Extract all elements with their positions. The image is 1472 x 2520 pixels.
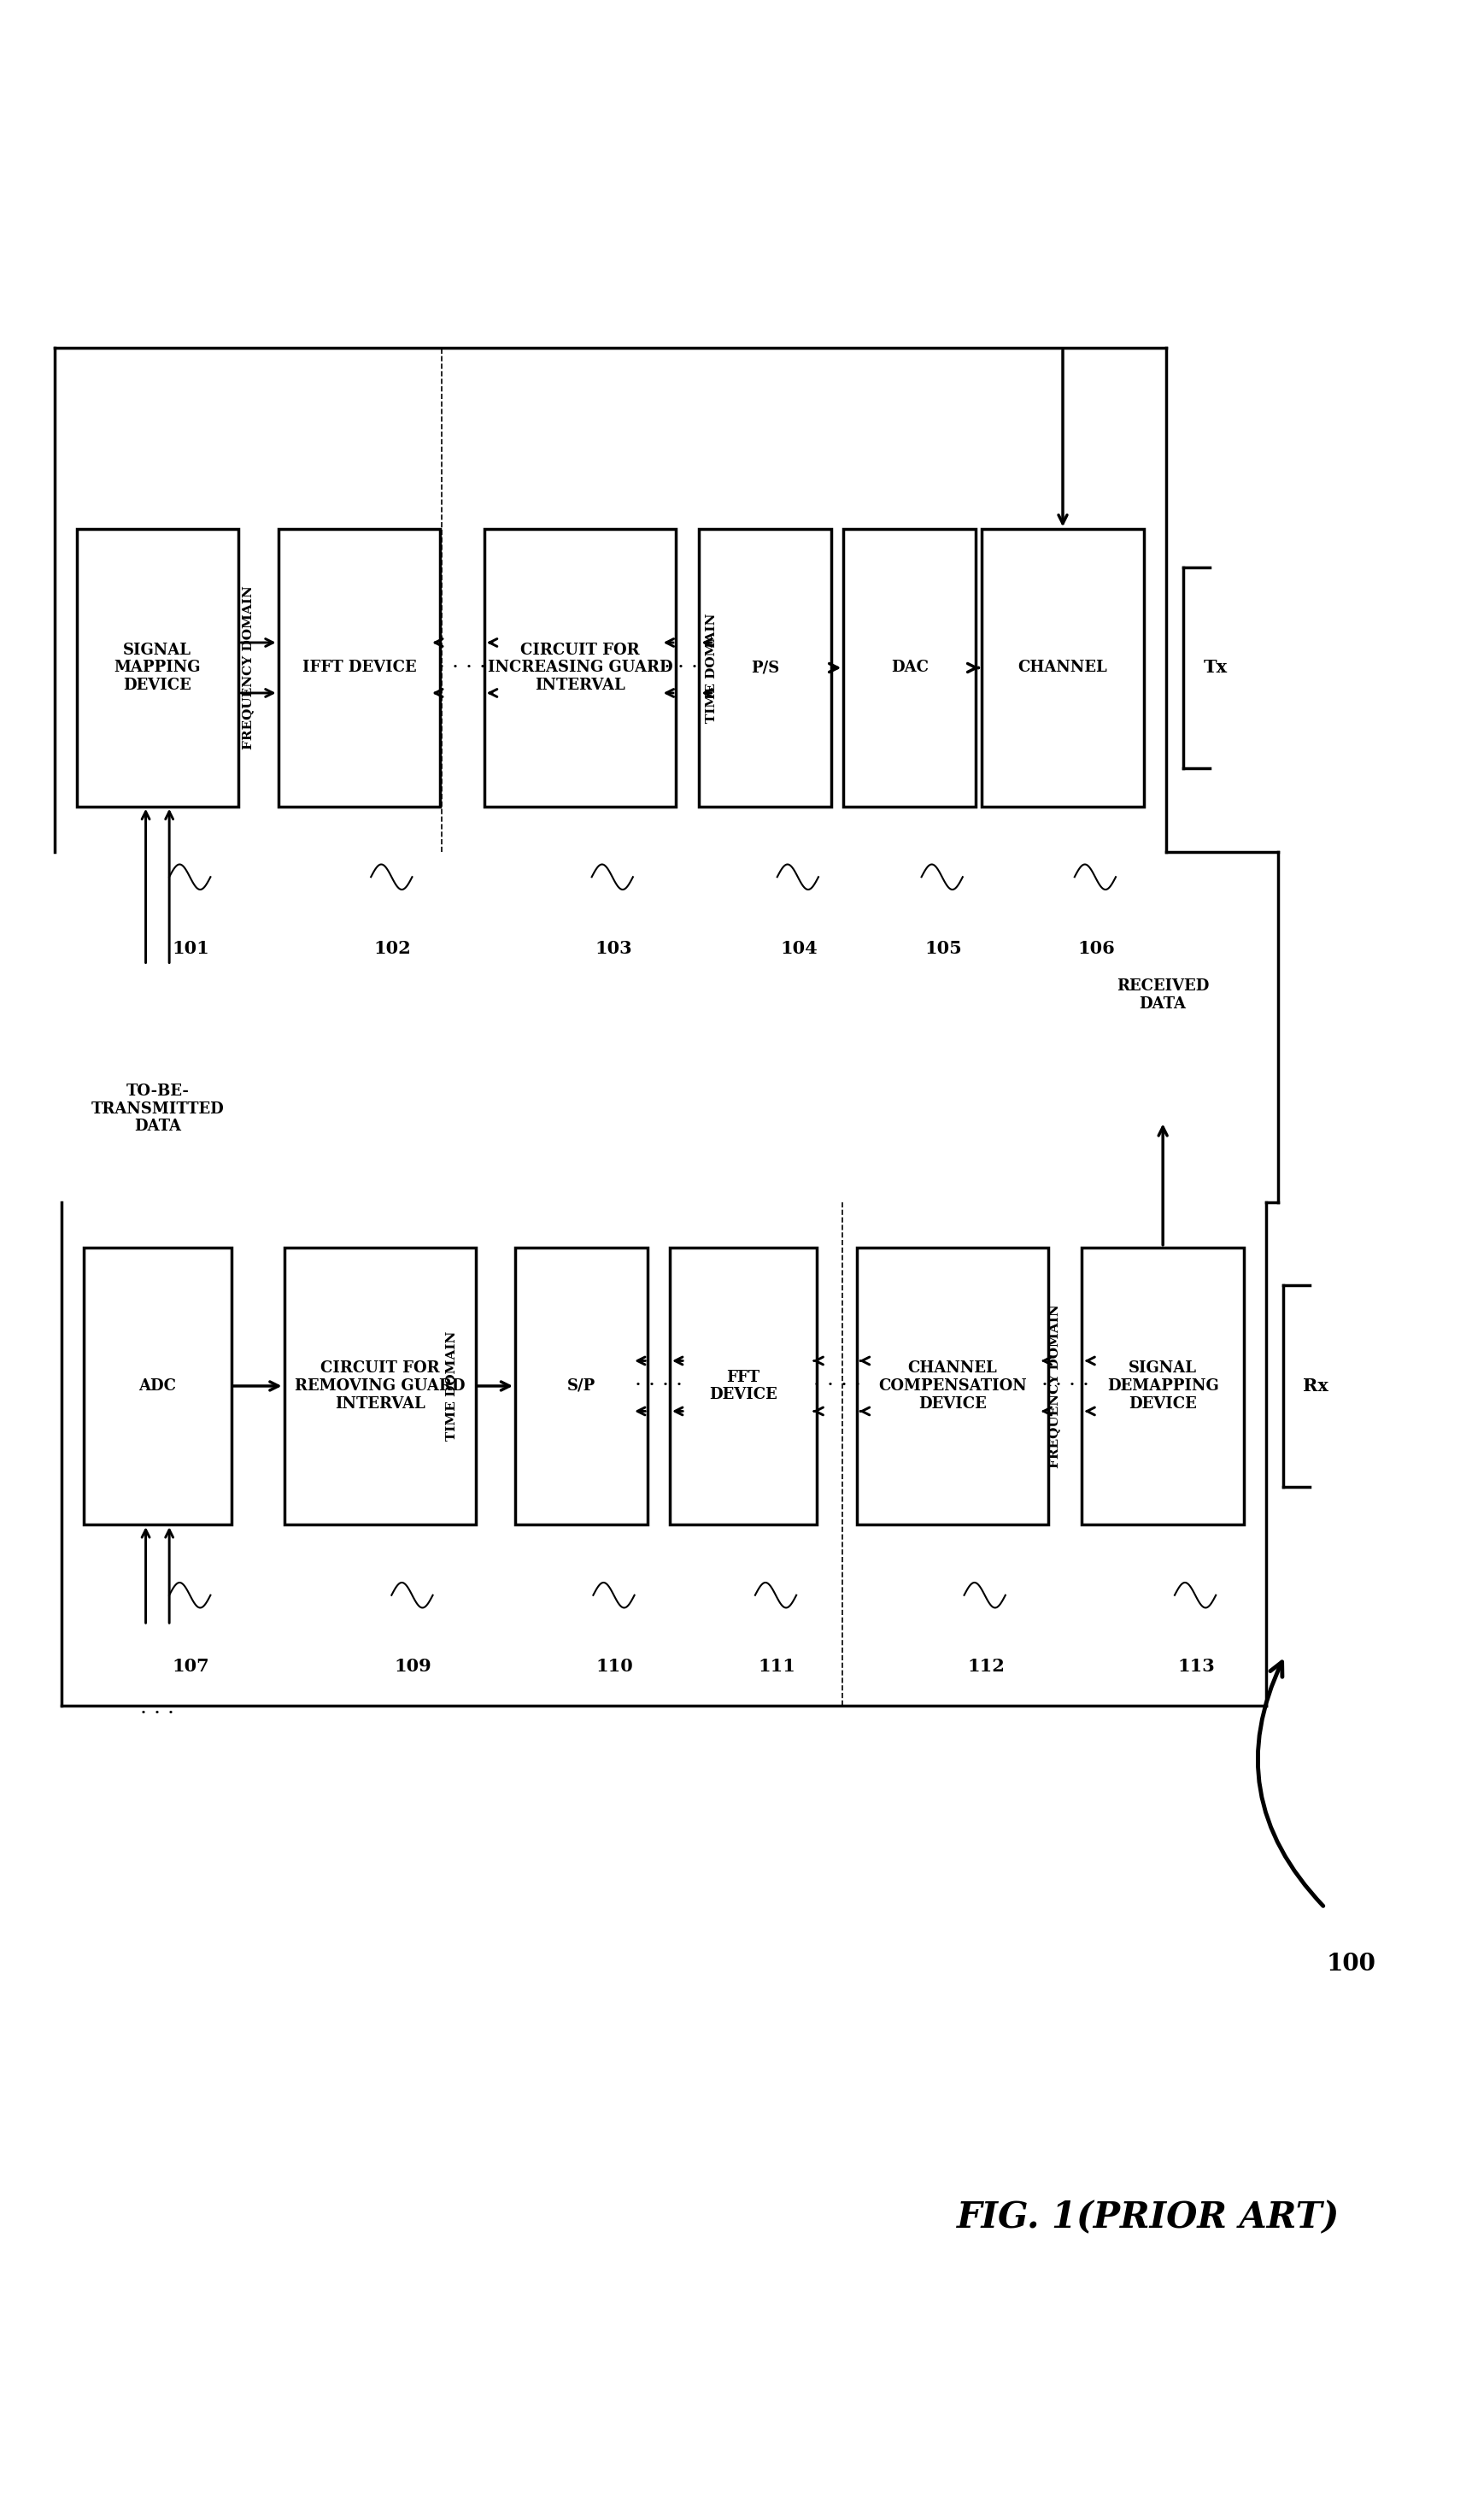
Bar bbox=[515, 1247, 648, 1525]
Text: DAC: DAC bbox=[891, 660, 929, 675]
Text: S/P: S/P bbox=[567, 1378, 596, 1394]
Text: IFFT DEVICE: IFFT DEVICE bbox=[302, 660, 417, 675]
Bar bbox=[670, 1247, 817, 1525]
Text: 107: 107 bbox=[172, 1658, 209, 1676]
Text: ADC: ADC bbox=[138, 1378, 177, 1394]
Text: CIRCUIT FOR
REMOVING GUARD
INTERVAL: CIRCUIT FOR REMOVING GUARD INTERVAL bbox=[294, 1361, 465, 1411]
Text: · · · ·: · · · · bbox=[634, 1376, 683, 1396]
Bar bbox=[484, 529, 676, 806]
Text: FREQUENCY DOMAIN: FREQUENCY DOMAIN bbox=[1048, 1303, 1060, 1469]
Text: · · · ·: · · · · bbox=[1041, 1376, 1089, 1396]
Text: SIGNAL
DEMAPPING
DEVICE: SIGNAL DEMAPPING DEVICE bbox=[1107, 1361, 1219, 1411]
Bar bbox=[857, 1247, 1048, 1525]
Text: RECEIVED
DATA: RECEIVED DATA bbox=[1117, 978, 1209, 1013]
Text: 105: 105 bbox=[924, 940, 961, 958]
Text: 110: 110 bbox=[596, 1658, 633, 1676]
Text: CHANNEL
COMPENSATION
DEVICE: CHANNEL COMPENSATION DEVICE bbox=[879, 1361, 1026, 1411]
Text: 106: 106 bbox=[1078, 940, 1114, 958]
Text: · · · ·: · · · · bbox=[439, 658, 486, 678]
Text: FIG. 1(PRIOR ART): FIG. 1(PRIOR ART) bbox=[957, 2200, 1340, 2235]
Text: Rx: Rx bbox=[1303, 1378, 1329, 1394]
Bar bbox=[278, 529, 440, 806]
Text: 113: 113 bbox=[1178, 1658, 1214, 1676]
Bar bbox=[77, 529, 238, 806]
Text: 101: 101 bbox=[172, 940, 209, 958]
Bar bbox=[1082, 1247, 1244, 1525]
Text: 104: 104 bbox=[780, 940, 817, 958]
Bar bbox=[843, 529, 976, 806]
Text: 102: 102 bbox=[374, 940, 411, 958]
Bar bbox=[982, 529, 1144, 806]
Text: 103: 103 bbox=[595, 940, 631, 958]
Text: TIME DOMAIN: TIME DOMAIN bbox=[446, 1331, 458, 1441]
Text: CIRCUIT FOR
INCREASING GUARD
INTERVAL: CIRCUIT FOR INCREASING GUARD INTERVAL bbox=[487, 643, 673, 693]
Text: 109: 109 bbox=[394, 1658, 431, 1676]
Text: 100: 100 bbox=[1326, 1953, 1376, 1976]
Text: · · ·: · · · bbox=[140, 1704, 175, 1724]
Text: · · · ·: · · · · bbox=[813, 1376, 861, 1396]
Bar bbox=[699, 529, 832, 806]
Text: · · · ·: · · · · bbox=[664, 658, 711, 678]
Text: TIME DOMAIN: TIME DOMAIN bbox=[705, 612, 718, 723]
Text: TO-BE-
TRANSMITTED
DATA: TO-BE- TRANSMITTED DATA bbox=[91, 1084, 224, 1134]
Text: CHANNEL: CHANNEL bbox=[1019, 660, 1107, 675]
Bar bbox=[84, 1247, 231, 1525]
Text: FREQUENCY DOMAIN: FREQUENCY DOMAIN bbox=[241, 585, 255, 751]
Text: FFT
DEVICE: FFT DEVICE bbox=[710, 1368, 777, 1404]
Text: 111: 111 bbox=[758, 1658, 795, 1676]
Text: Tx: Tx bbox=[1204, 660, 1228, 675]
Text: SIGNAL
MAPPING
DEVICE: SIGNAL MAPPING DEVICE bbox=[115, 643, 200, 693]
Bar bbox=[284, 1247, 475, 1525]
Text: P/S: P/S bbox=[751, 660, 780, 675]
Text: 112: 112 bbox=[967, 1658, 1004, 1676]
